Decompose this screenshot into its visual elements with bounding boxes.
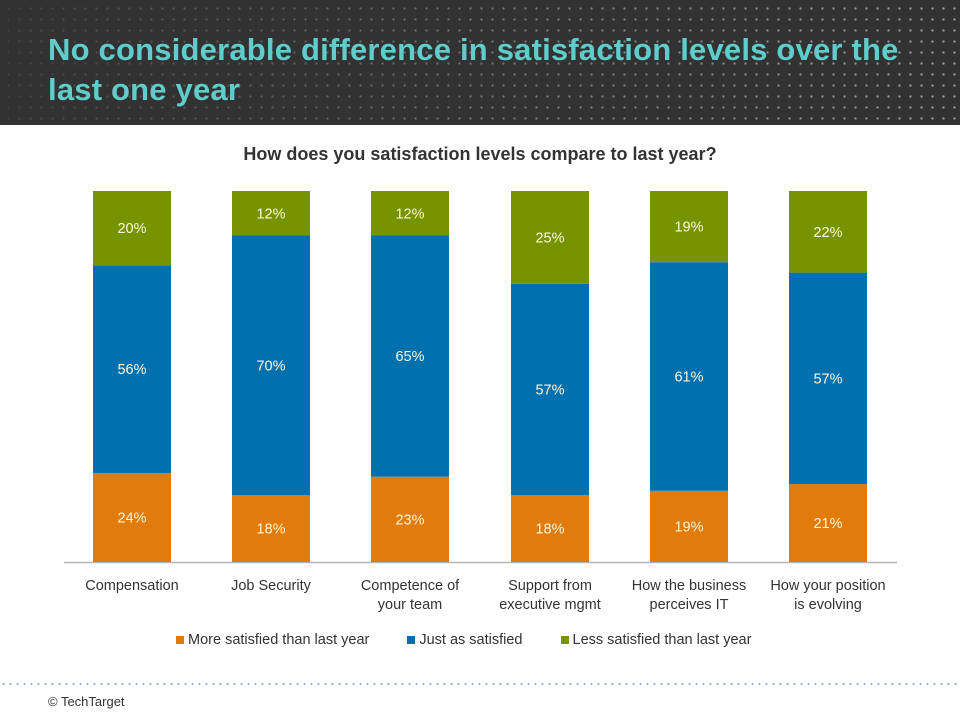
data-label-less-1: 12%	[256, 206, 285, 222]
data-label-just-4: 61%	[674, 370, 703, 386]
legend-label: More satisfied than last year	[188, 632, 370, 648]
bar-segment-less-3	[511, 191, 589, 284]
bar-segment-just-3	[511, 283, 589, 496]
category-label-line: Job Security	[231, 578, 311, 594]
data-label-just-0: 56%	[117, 362, 146, 378]
data-label-just-1: 70%	[256, 358, 285, 374]
data-label-just-3: 57%	[535, 382, 564, 398]
bar-segment-less-1	[232, 191, 310, 236]
bar-segment-just-4	[650, 262, 728, 491]
category-label: Support from executive mgmt	[475, 577, 625, 615]
bar-segment-just-1	[232, 235, 310, 496]
category-label-line: executive mgmt	[499, 597, 601, 613]
bar-segment-less-2	[371, 191, 449, 236]
category-label-line: Compensation	[85, 578, 179, 594]
header-banner: No considerable difference in satisfacti…	[0, 0, 960, 125]
legend-label: Just as satisfied	[419, 632, 523, 648]
dot-pattern	[0, 0, 960, 125]
category-label: How the business perceives IT	[614, 577, 764, 615]
category-label: Compensation	[57, 577, 207, 596]
chart-title: How does you satisfaction levels compare…	[243, 144, 717, 164]
category-label-line: your team	[377, 597, 443, 613]
footer-divider	[0, 683, 960, 685]
bar-segment-just-2	[371, 235, 449, 477]
data-label-less-0: 20%	[117, 221, 146, 237]
bar-segment-more-3	[511, 495, 589, 562]
bar-segment-more-1	[232, 495, 310, 562]
category-label-line: How the business	[631, 578, 747, 594]
bar-segment-less-0	[93, 191, 171, 266]
category-label: Competence of your team	[335, 577, 485, 615]
data-label-more-1: 18%	[256, 522, 285, 538]
slide-title: No considerable difference in satisfacti…	[48, 32, 899, 107]
legend-item-more: More satisfied than last year	[176, 632, 369, 648]
chart-legend: More satisfied than last year Just as sat…	[176, 632, 789, 648]
bar-segment-just-0	[93, 265, 171, 473]
bar-segment-just-5	[789, 272, 867, 485]
category-label-line: Support from	[508, 578, 592, 594]
bar-segment-more-0	[93, 472, 171, 562]
data-label-more-3: 18%	[535, 522, 564, 538]
data-label-more-5: 21%	[813, 516, 842, 532]
legend-item-less: Less satisfied than last year	[560, 632, 752, 648]
data-label-just-2: 65%	[395, 349, 424, 365]
data-label-more-4: 19%	[674, 519, 703, 535]
legend-swatch-icon	[176, 636, 184, 644]
data-label-just-5: 57%	[813, 371, 842, 387]
data-label-less-2: 12%	[395, 206, 424, 222]
legend-swatch-icon	[560, 636, 569, 644]
legend-item-just: Just as satisfied	[407, 632, 523, 648]
category-label: How your position is evolving	[753, 577, 903, 615]
bar-segment-more-5	[789, 484, 867, 562]
data-label-less-4: 19%	[674, 220, 703, 236]
data-label-more-0: 24%	[117, 510, 146, 526]
category-label-line: How your position	[770, 578, 886, 594]
footer-copyright: © TechTarget	[48, 694, 125, 709]
bar-segment-less-4	[650, 191, 728, 263]
data-label-less-3: 25%	[535, 230, 564, 246]
legend-swatch-icon	[407, 636, 416, 644]
bar-segment-more-4	[650, 490, 728, 562]
data-label-less-5: 22%	[813, 225, 842, 241]
category-label-line: perceives IT	[649, 597, 729, 613]
bar-segment-less-5	[789, 191, 867, 273]
category-label-line: Competence of	[360, 578, 460, 594]
legend-label: Less satisfied than last year	[572, 632, 752, 648]
category-label-line: is evolving	[794, 597, 862, 613]
bar-segment-more-2	[371, 476, 449, 562]
data-label-more-2: 23%	[395, 512, 424, 528]
category-label: Job Security	[196, 577, 346, 596]
